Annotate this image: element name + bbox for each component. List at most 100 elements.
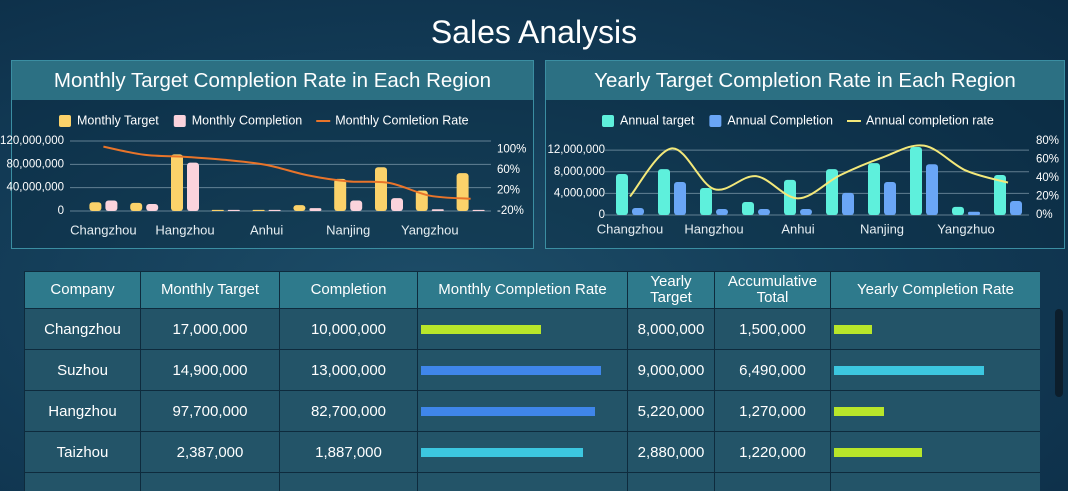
bar [616,173,628,215]
legend-label: Annual completion rate [866,113,994,127]
y2-tick-label: 0% [1036,209,1053,221]
legend-label: Monthly Target [77,113,159,127]
y2-tick-label: 40% [1036,172,1059,184]
table-cell: 9,000,000 [627,349,715,391]
bar [758,209,770,215]
y-tick-label: 0 [58,205,64,217]
bar [716,209,728,215]
table: Company Monthly Target Completion Monthly C… [24,271,1040,491]
table-cell: Changzhou [24,308,141,350]
x-tick-label: Nanjing [326,222,370,237]
y-tick-label: 4,000,000 [554,187,605,199]
legend-label: Monthly Completion [192,113,303,127]
legend-swatch [602,115,614,127]
table-cell: Suzhou [24,349,141,391]
header-row: Company Monthly Target Completion Monthly C… [24,271,1040,309]
bar [968,211,980,215]
rate-cell [417,431,628,473]
bar [632,207,644,215]
x-tick-label: Hangzhou [155,222,214,237]
bar [456,173,469,211]
table-body: Changzhou 17,000,000 10,000,000 8,000,000 1,… [24,308,1040,491]
table-row: Changzhou 17,000,000 10,000,000 8,000,000 1,… [24,308,1040,350]
table-row: Taizhou 2,387,000 1,887,000 2,880,000 1,220,… [24,431,1040,473]
rate-bar [421,365,601,375]
rate-cell [417,390,628,432]
bar [171,154,183,211]
bar [842,192,854,215]
bar [826,169,838,215]
x-tick-label: Changzhou [70,222,137,237]
bar [350,200,363,211]
bar [415,190,428,211]
bar [89,202,102,211]
bar [742,202,754,215]
column-header: Yearly Completion Rate [830,271,1040,309]
table-cell: 2,880,000 [627,431,715,473]
charts: 0 40,000,000 80,000,000 120,000,000 -20% 20% 6… [0,113,1059,238]
panel: Monthly Target Completion Rate in Each R… [11,60,534,249]
rate-cell [417,308,628,350]
table-cell: 13,000,000 [279,349,418,391]
table-cell: 1,270,000 [714,390,831,432]
y2-tick-label: 80% [1036,135,1059,147]
bar [146,204,159,211]
legend-label: Annual Completion [727,113,833,127]
legend-swatch [709,115,722,127]
bar [472,209,485,211]
column-header: Completion [279,271,418,309]
bar [700,187,712,215]
bar [926,164,938,215]
table-cell: Taizhou [24,431,141,473]
table-cell: 8,000,000 [627,308,715,350]
bar [293,205,306,211]
table-cell: 6,490,000 [714,349,831,391]
rate-cell [830,308,1040,350]
y2-tick-label: -20% [497,205,524,217]
bar [868,163,880,215]
y-tick-label: 40,000,000 [6,182,64,194]
table-cell [24,472,141,491]
y-tick-label: 12,000,000 [547,144,605,156]
bar [884,182,896,215]
table-row [24,472,1040,491]
table-cell [140,472,280,491]
table-cell: 2,387,000 [140,431,280,473]
bar [800,209,812,215]
bar [187,162,199,211]
panel: Yearly Target Completion Rate in Each Re… [545,60,1065,249]
table-cell [714,472,831,491]
column-header: Monthly Target [140,271,280,309]
y-tick-label: 120,000,000 [0,135,64,147]
table-cell [830,472,1040,491]
bar [252,209,265,211]
table-cell [627,472,715,491]
column-header: Yearly Target [627,271,715,309]
bar [994,175,1006,215]
legend-swatch [173,115,186,127]
table-cell: 97,700,000 [140,390,280,432]
bar [105,200,118,211]
y-tick-label: 80,000,000 [6,158,64,170]
bar [227,209,240,211]
panel-title: Yearly Target Completion Rate in Each Re… [546,61,1064,100]
column-header: Accumulative Total [714,271,831,309]
table-cell: 5,220,000 [627,390,715,432]
rate-bar [834,447,922,457]
bar [952,206,964,215]
bar [658,169,670,215]
legend-label: Monthly Comletion Rate [335,113,468,127]
table-cell: 1,220,000 [714,431,831,473]
rate-cell [830,390,1040,432]
column-header: Company [24,271,141,309]
scrollbar[interactable] [1055,309,1063,397]
table-cell: 82,700,000 [279,390,418,432]
bar [674,182,686,215]
table-cell: 1,500,000 [714,308,831,350]
x-tick-label: Yangzhuo [937,221,995,236]
bar [211,209,224,211]
table-row: Hangzhou 97,700,000 82,700,000 5,220,000 1,2… [24,390,1040,432]
rate-cell [830,349,1040,391]
bar [431,209,444,211]
bar [334,178,347,211]
